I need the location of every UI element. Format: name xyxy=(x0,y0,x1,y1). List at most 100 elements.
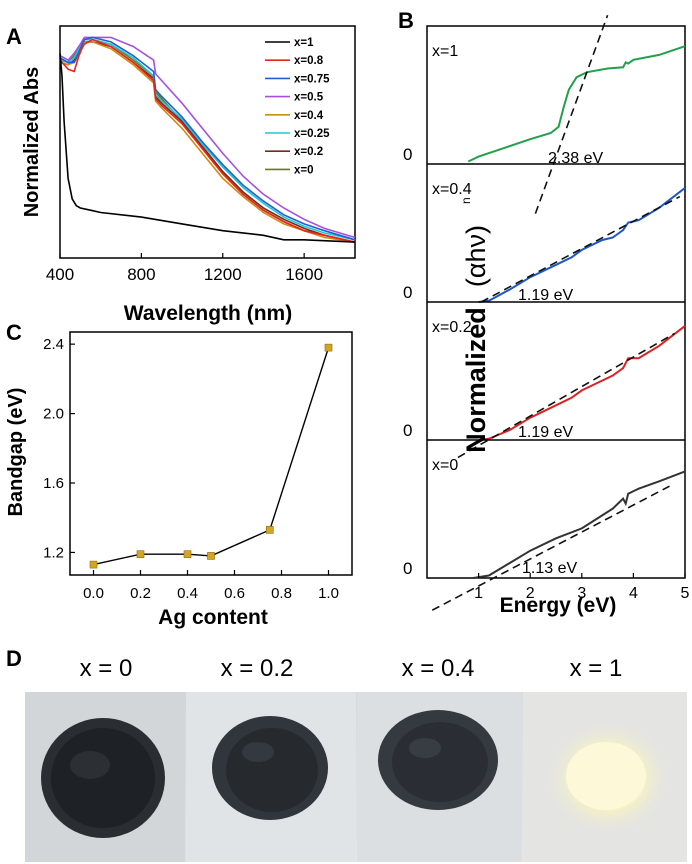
panel-b-letter: B xyxy=(398,8,414,33)
panel-b-xtick-label-2: 2 xyxy=(526,585,535,602)
panel-a-line-0 xyxy=(59,53,356,243)
photo-powder-x0 xyxy=(41,718,165,838)
panel-c-point-0 xyxy=(89,560,98,569)
panel-c-ytick-label-2: 2.0 xyxy=(43,406,64,423)
panel-b-zero-label-0: 0 xyxy=(403,145,412,164)
panel-b-tangent-2 xyxy=(457,332,676,459)
panel-c-point-2 xyxy=(183,550,192,558)
panel-a-legend-label-3: x=0.5 xyxy=(294,92,324,104)
panel-b-tangent-0 xyxy=(534,14,609,214)
panel-a-absorbance: A x=1 x=0.8 x=0.75 x=0.5 x=0.4 x=0.25 x=0.2 x=0… xyxy=(6,24,356,325)
panel-b-sample-label-3: x=0 xyxy=(432,457,458,474)
panel-a-y-label: Normalized Abs xyxy=(21,67,43,217)
panel-b-curve-0 xyxy=(467,45,686,163)
panel-a-xtick-label-1: 800 xyxy=(127,265,155,284)
panel-c-ytick-label-1: 1.6 xyxy=(43,475,64,492)
panel-b-subplot-3: x=0 0 1.13 eV xyxy=(403,439,686,579)
panel-a-legend-label-5: x=0.25 xyxy=(294,128,330,140)
photo-label-0: x = 0 xyxy=(80,655,133,682)
panel-a-letter: A xyxy=(6,24,22,49)
panel-b-curve-1 xyxy=(478,187,686,303)
panel-a-legend-label-0: x=1 xyxy=(294,37,314,49)
panel-a-line-1 xyxy=(59,38,356,243)
panel-c-series xyxy=(89,343,333,569)
panel-b-xtick-label-4: 4 xyxy=(629,585,638,602)
panel-b-y-label-expr: (αhν) xyxy=(461,225,491,287)
panel-b-x-ticks: 1 2 3 4 5 xyxy=(474,573,690,602)
panel-c-x-label: Ag content xyxy=(158,606,268,629)
photo-label-1: x = 0.2 xyxy=(221,655,294,682)
panel-b-curve-3 xyxy=(473,470,686,579)
panel-a-series-group xyxy=(59,36,356,243)
panel-c-point-4 xyxy=(265,526,274,534)
panel-b-sample-label-2: x=0.2 xyxy=(432,319,472,336)
panel-a-legend-label-6: x=0.2 xyxy=(294,146,323,158)
panel-c-ytick-label-0: 1.2 xyxy=(43,544,64,561)
panel-c-xtick-label-0: 0.0 xyxy=(83,585,104,602)
panel-b-y-label: Normalized (αhν) n xyxy=(459,197,491,452)
panel-b-zero-label-2: 0 xyxy=(403,421,412,440)
panel-a-legend-label-1: x=0.8 xyxy=(294,55,324,67)
panel-b-xtick-label-3: 3 xyxy=(577,585,586,602)
photo-powder-x0.2 xyxy=(212,716,328,820)
panel-b-tauc: B x=10 2.38 eVx=0.40 1.19 eVx=0.20 1.19 eVx… xyxy=(398,8,690,617)
photo-label-2: x = 0.4 xyxy=(402,655,475,682)
panel-c-point-1 xyxy=(136,550,145,558)
panel-b-xtick-label-1: 1 xyxy=(474,585,483,602)
panel-a-legend-label-7: x=0 xyxy=(294,164,314,176)
panel-c-ticks: 0.0 0.2 0.4 0.6 0.8 1.0 1.2 1.6 2.0 2.4 xyxy=(43,336,339,602)
panel-b-subplot-2: x=0.2 0 1.19 eV xyxy=(403,301,686,441)
panel-a-legend-label-4: x=0.4 xyxy=(294,110,324,122)
photo-powder-x0.4 xyxy=(378,710,498,810)
panel-b-x-label: Energy (eV) xyxy=(500,594,617,617)
photo-label-3: x = 1 xyxy=(570,655,623,682)
panel-b-zero-label-1: 0 xyxy=(403,283,412,302)
panel-c-y-label: Bandgap (eV) xyxy=(5,388,27,517)
panel-b-zero-label-3: 0 xyxy=(403,559,412,578)
panel-a-legend-label-2: x=0.75 xyxy=(294,73,330,85)
panel-a-x-label: Wavelength (nm) xyxy=(124,302,292,325)
panel-b-tangent-3 xyxy=(431,485,670,611)
panel-a-line-7 xyxy=(59,38,356,243)
panel-b-y-label-main: Normalized xyxy=(461,307,491,453)
panel-a-frame xyxy=(59,25,356,259)
panel-b-subplot-1: x=0.4 0 1.19 eV xyxy=(403,163,686,304)
panel-a-xtick-label-3: 1600 xyxy=(285,265,323,284)
panel-a-legend: x=1 x=0.8 x=0.75 x=0.5 x=0.4 x=0.25 x=0.2 x=0 xyxy=(265,37,330,176)
panel-d-photos: D x = 0 x = 0.2 x = 0.4 x = 1 xyxy=(6,646,687,862)
panel-c-bandgap: C 0.0 0.2 0.4 0.6 0.8 1.0 1.2 1.6 2.0 2.4 Ag cont… xyxy=(5,320,353,629)
panel-c-line xyxy=(93,347,330,566)
panel-c-xtick-label-4: 0.8 xyxy=(271,585,292,602)
panel-b-xtick-label-5: 5 xyxy=(681,585,690,602)
panel-a-line-6 xyxy=(59,41,356,243)
panel-d-labels: x = 0 x = 0.2 x = 0.4 x = 1 xyxy=(80,655,623,682)
panel-c-point-3 xyxy=(207,552,215,560)
panel-a-line-2 xyxy=(59,36,356,241)
panel-b-gap-label-0: 2.38 eV xyxy=(548,150,603,167)
panel-b-curve-2 xyxy=(478,325,686,441)
panel-c-frame xyxy=(69,331,353,576)
panel-c-letter: C xyxy=(6,320,22,345)
panel-b-gap-label-1: 1.19 eV xyxy=(518,287,573,304)
panel-c-point-5 xyxy=(324,343,333,352)
panel-c-xtick-label-5: 1.0 xyxy=(318,585,339,602)
panel-c-ytick-label-3: 2.4 xyxy=(43,336,64,353)
panel-b-gap-label-2: 1.19 eV xyxy=(518,424,573,441)
panel-b-gap-label-3: 1.13 eV xyxy=(522,560,577,577)
panel-c-xtick-label-2: 0.4 xyxy=(177,585,198,602)
panel-b-sample-label-1: x=0.4 xyxy=(432,181,472,198)
panel-b-tangent-1 xyxy=(480,195,681,303)
panel-b-sample-label-0: x=1 xyxy=(432,43,458,60)
panel-a-x-ticks: 400 800 1200 1600 xyxy=(46,253,323,284)
photo-powder-x1 xyxy=(546,722,670,834)
panel-a-xtick-label-2: 1200 xyxy=(204,265,242,284)
panel-d-letter: D xyxy=(6,646,22,671)
panel-a-xtick-label-0: 400 xyxy=(46,265,74,284)
panel-a-line-4 xyxy=(59,41,356,243)
panel-a-line-3 xyxy=(59,36,356,239)
panel-c-xtick-label-3: 0.6 xyxy=(224,585,245,602)
panel-b-subplot-0: x=1 0 2.38 eV xyxy=(403,43,686,167)
panel-c-xtick-label-1: 0.2 xyxy=(130,585,151,602)
panel-b-subplots: x=10 2.38 eVx=0.40 1.19 eVx=0.20 1.19 eVx=0… xyxy=(403,14,686,611)
